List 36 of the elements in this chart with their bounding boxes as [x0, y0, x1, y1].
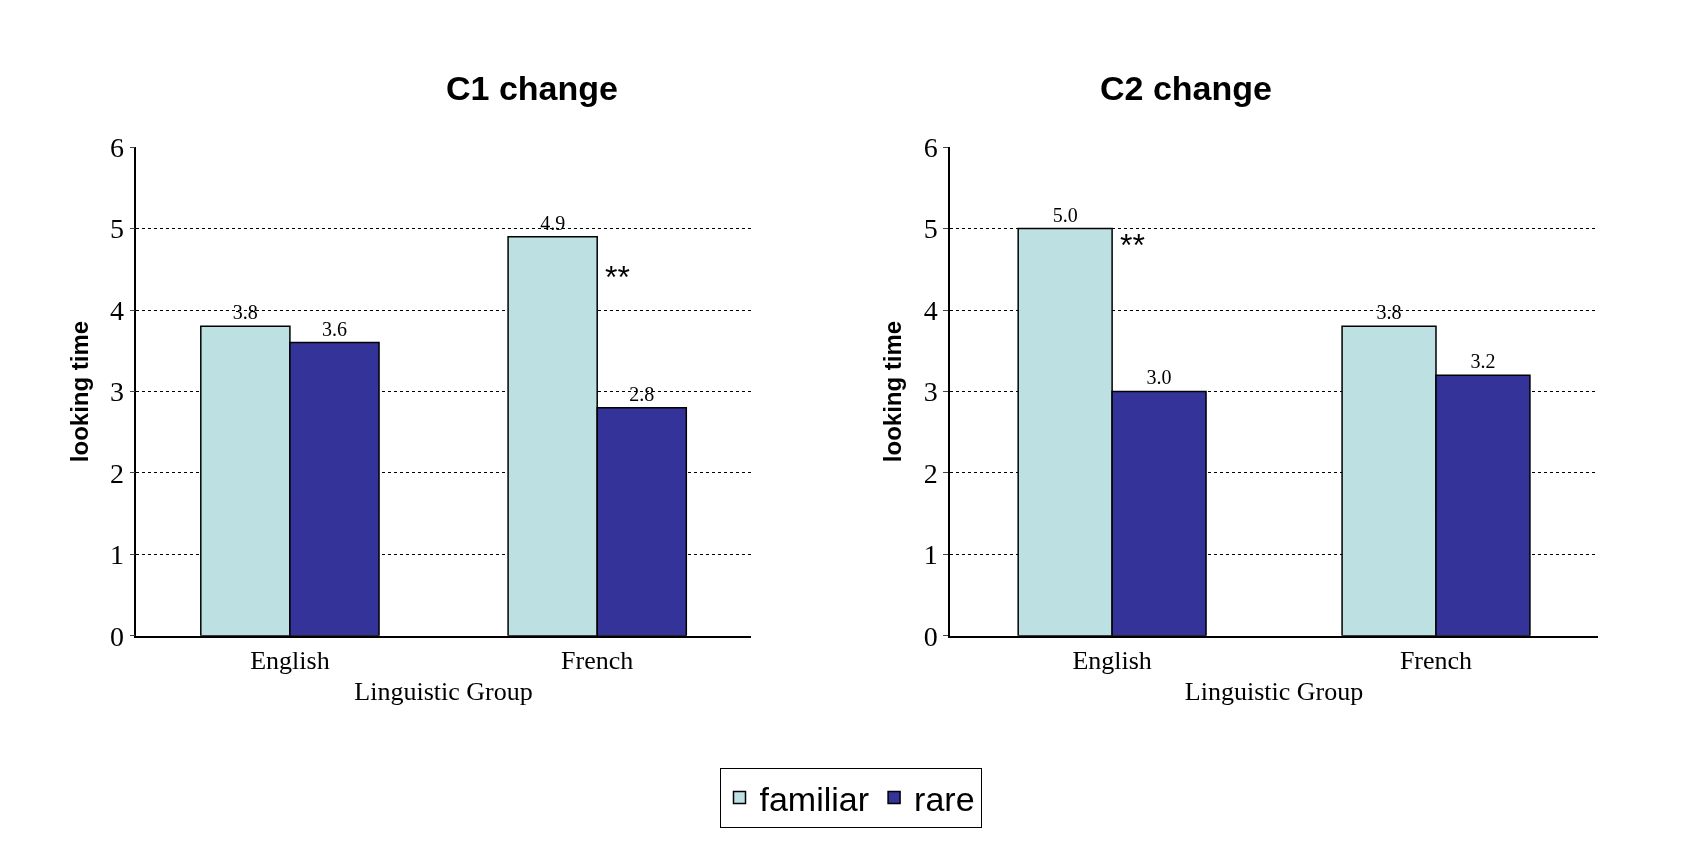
- chart-title: C2 change: [1100, 69, 1272, 107]
- y-tick-label: 0: [923, 620, 938, 652]
- x-axis-title: Linguistic Group: [1184, 676, 1364, 706]
- data-label: 2.8: [629, 382, 655, 405]
- y-tick-label: 3: [923, 376, 938, 408]
- x-tick-label: French: [561, 645, 634, 675]
- y-tick-label: 0: [109, 620, 124, 652]
- data-label: 3.0: [1146, 366, 1172, 389]
- y-axis-title: looking time: [879, 320, 907, 463]
- data-label: 4.9: [540, 211, 566, 234]
- annotation: **: [605, 259, 630, 295]
- x-tick-label: English: [1072, 645, 1152, 675]
- data-label: 3.8: [232, 301, 258, 324]
- annotation: **: [1120, 227, 1145, 263]
- y-tick-label: 6: [923, 131, 938, 163]
- data-label: 3.8: [1376, 301, 1402, 324]
- y-tick-label: 1: [109, 539, 124, 571]
- y-tick-label: 4: [109, 294, 124, 326]
- x-axis-title: Linguistic Group: [354, 676, 533, 706]
- chart-title: C1 change: [446, 69, 618, 107]
- y-tick-label: 1: [923, 539, 938, 571]
- legend-label: familiar: [759, 779, 870, 818]
- data-label: 5.0: [1052, 203, 1078, 226]
- y-tick-label: 6: [109, 131, 124, 163]
- x-tick-label: English: [250, 645, 330, 675]
- y-tick-label: 2: [923, 457, 938, 489]
- y-tick-label: 5: [109, 213, 124, 245]
- legend-label: rare: [914, 779, 975, 818]
- y-tick-label: 4: [923, 294, 938, 326]
- data-label: 3.6: [321, 317, 347, 340]
- x-tick-label: French: [1399, 645, 1473, 675]
- y-tick-label: 5: [923, 213, 938, 245]
- y-tick-label: 3: [109, 376, 124, 408]
- data-label: 3.2: [1470, 350, 1496, 373]
- y-axis-title: looking time: [65, 320, 93, 463]
- y-tick-label: 2: [109, 457, 124, 489]
